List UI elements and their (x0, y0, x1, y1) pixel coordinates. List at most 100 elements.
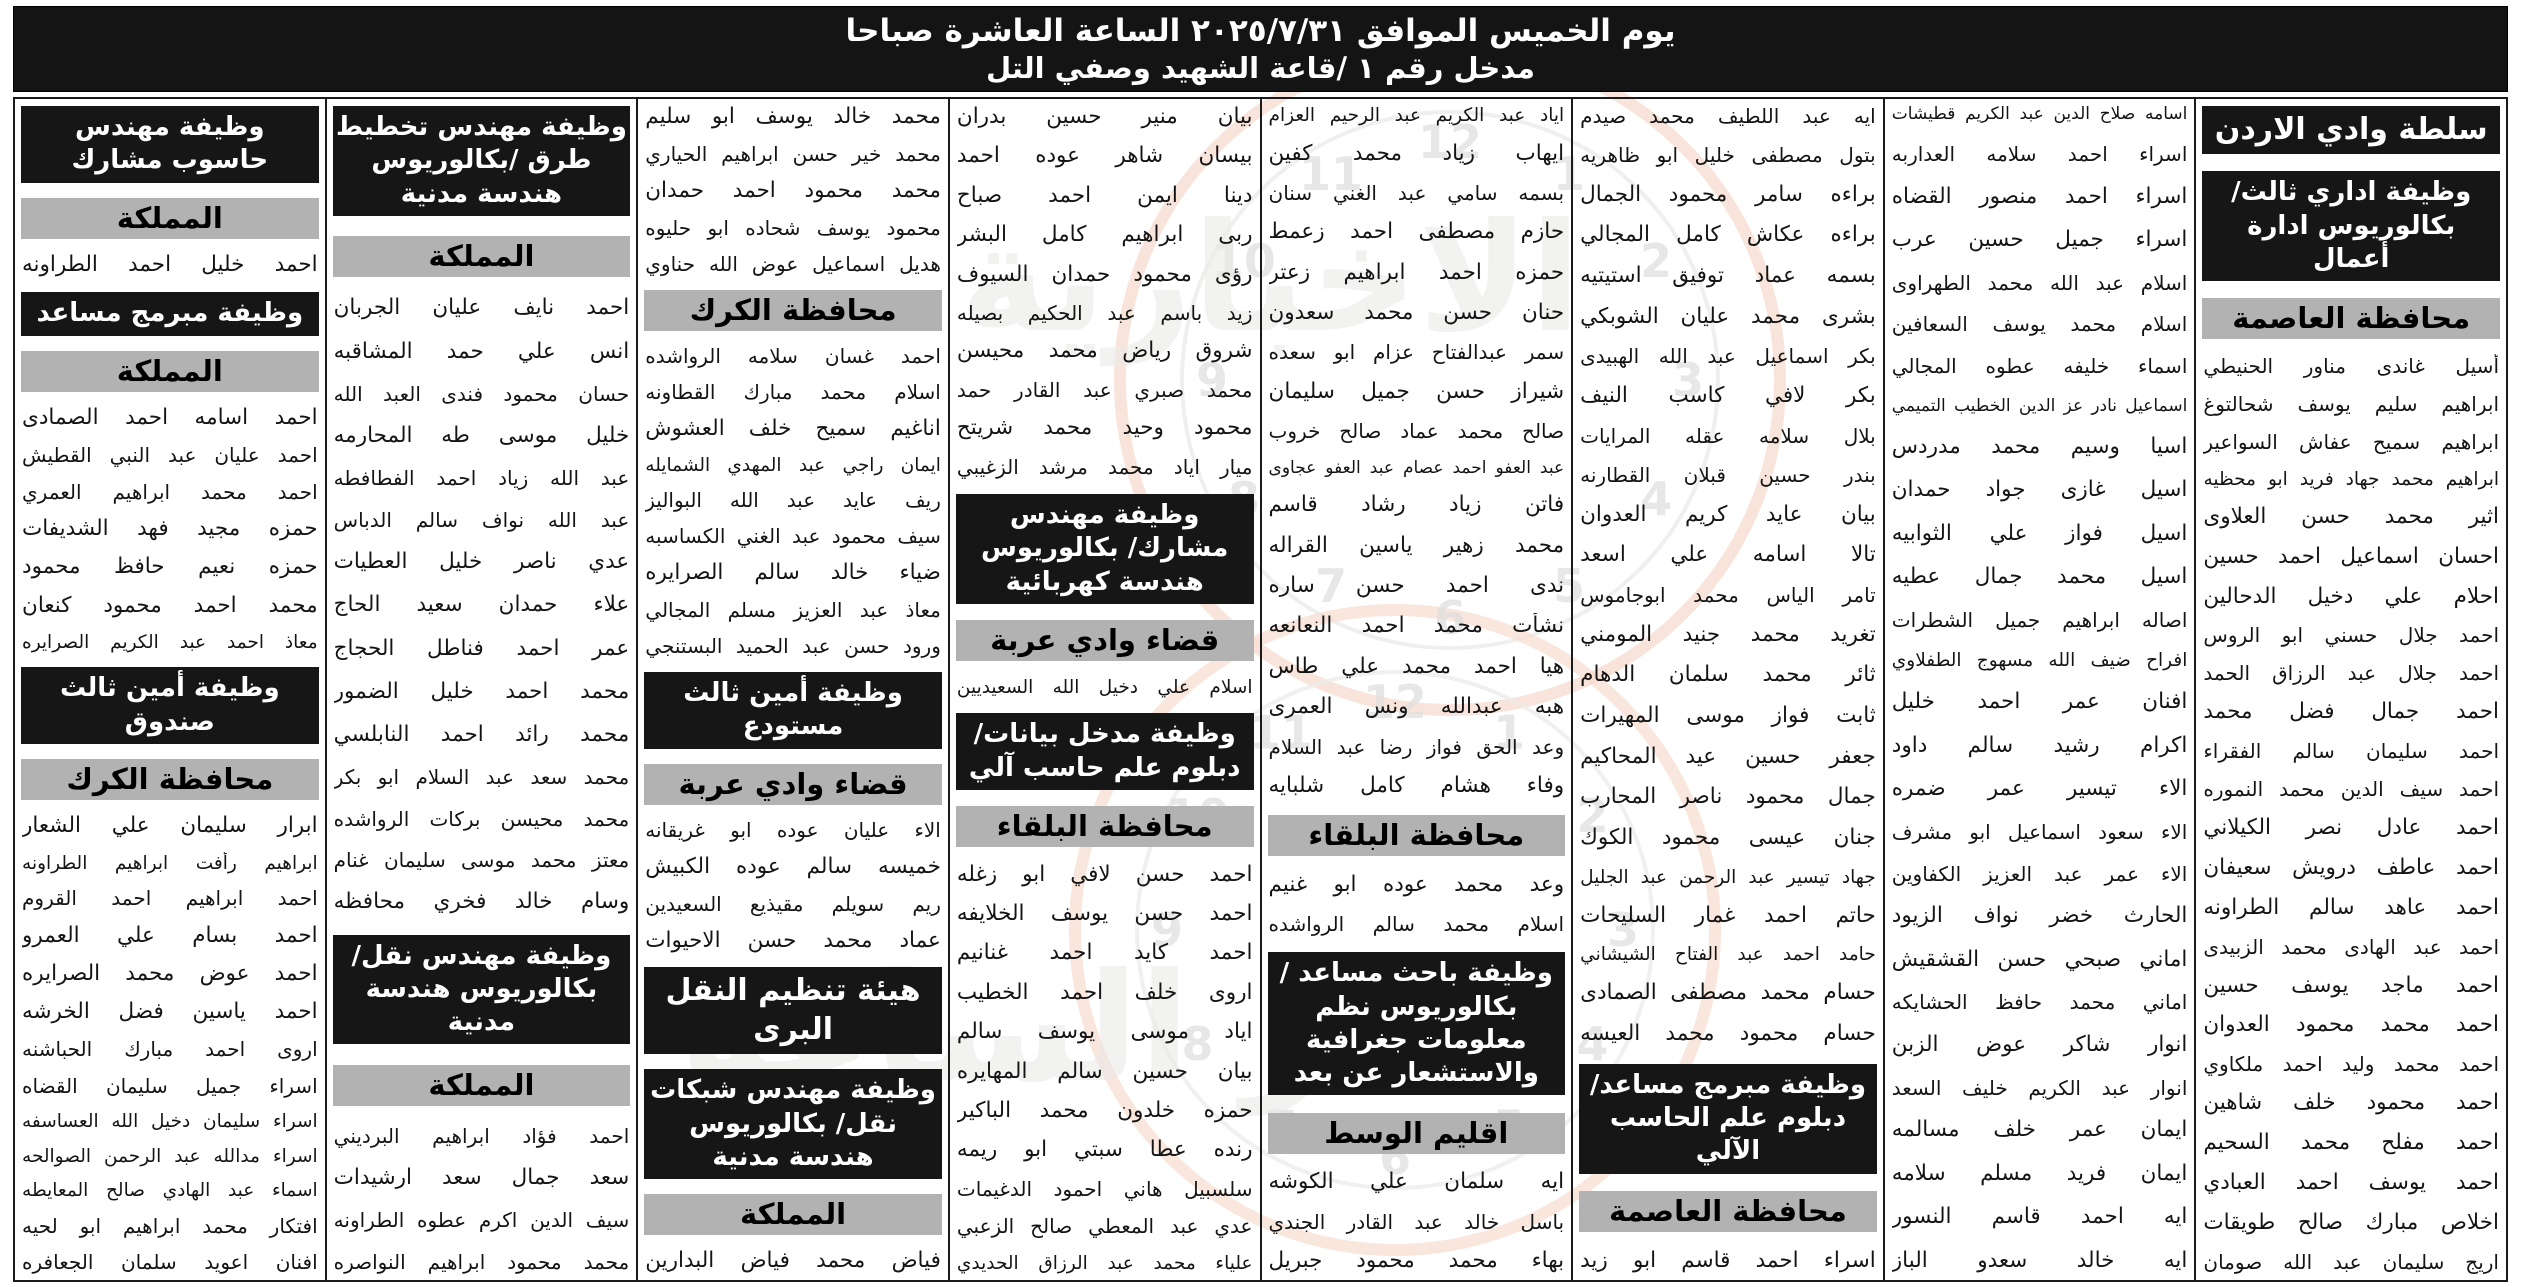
name-word: سعد (442, 1165, 482, 1191)
name-word: بدران (956, 104, 1007, 129)
name-word: مرشد (1038, 454, 1088, 479)
name-word: غنيم (1268, 871, 1308, 897)
name-word: عبد (2101, 1075, 2131, 1100)
name-word: المهدي (727, 454, 782, 476)
name-word: كامل (1041, 222, 1087, 248)
name-word: ابو (79, 1213, 102, 1238)
name-word: ابو (707, 215, 729, 240)
name-word: احمد (274, 922, 318, 948)
name-word: رأفت (195, 852, 237, 874)
name-word: عاهد (2384, 894, 2427, 920)
name-word: عز (2063, 395, 2084, 416)
name-row: احمد عبد الهادى محمد الزبيدى (2203, 935, 2499, 960)
name-word: الروس (2203, 623, 2261, 648)
name-row: جنان عيسى محمود الكوك (1580, 825, 1876, 852)
name-word: باسل (1520, 1209, 1565, 1234)
name-row: هبه عبدالله ونس العمرى (1269, 694, 1565, 721)
name-word: السعد (1891, 1075, 1942, 1100)
name-word: بيان (1840, 501, 1876, 527)
name-row: حاتم احمد غمار السليحات (1580, 903, 1876, 930)
name-word: عطوه (1985, 354, 2035, 379)
name-word: محمد (1352, 140, 1403, 166)
name-word: سيف (2399, 777, 2444, 802)
name-word: يوسف (1037, 1019, 1096, 1045)
name-word: احمد (125, 405, 169, 431)
name-word: سعيفان (2203, 854, 2272, 880)
name-word: ضياء (899, 560, 941, 586)
name-word: الدهام (1580, 662, 1636, 688)
name-row: احمد فؤاد ابراهيم البرديني (334, 1124, 630, 1149)
name-word: سعدو (1977, 1247, 2028, 1273)
name-row: اسراء احمد منصور القضاه (1892, 184, 2188, 211)
session-datetime: يوم الخميس الموافق ٢٠٢٥/٧/٣١ الساعة العا… (845, 13, 1676, 49)
name-word: الباز (1891, 1247, 1928, 1273)
name-word: فواز (2065, 520, 2103, 546)
name-row: اسلام محمد مبارك القطاونه (645, 380, 941, 405)
name-word: علي (1989, 520, 2028, 546)
region-header: قضاء وادي عربة (955, 620, 1254, 662)
name-word: عفاش (2299, 429, 2352, 454)
name-row: انس علي حمد المشاقبه (334, 339, 630, 366)
name-word: المشاقبه (333, 338, 413, 364)
name-word: ايه (1853, 104, 1876, 128)
name-word: محمد (2057, 564, 2107, 590)
name-word: خالد (830, 560, 869, 586)
name-word: البدارين (645, 1248, 715, 1273)
name-word: اسراء (269, 1073, 318, 1098)
name-word: بيسان (1198, 143, 1253, 169)
name-row: ايه عبد اللطيف محمد صيدم (1580, 104, 1876, 129)
name-word: افتكار (269, 1213, 318, 1238)
name-word: اسامه (2145, 104, 2188, 124)
name-row: احمد حسن لافي ابو زغله (957, 862, 1253, 889)
name-word: الاء (2161, 861, 2188, 886)
name-word: ضيف (2090, 650, 2131, 672)
name-row: اسراء سليمان دخيل الله العساسفه (22, 1110, 318, 1133)
name-row: بكر لافي كاسب النيف (1580, 383, 1876, 410)
name-word: ابراهيم (2062, 607, 2120, 632)
name-word: نصر (2305, 815, 2343, 841)
name-word: حافظ (114, 554, 165, 580)
name-word: الغني (1332, 180, 1377, 205)
name-word: نشأت (1512, 613, 1565, 639)
name-word: خالد (1464, 1209, 1500, 1234)
name-word: مقيذيع (749, 891, 804, 916)
name-word: بتول (1839, 142, 1876, 167)
name-row: احسان اسماعيل احمد حسين (2203, 544, 2499, 571)
name-word: بكر (333, 765, 362, 790)
name-word: سالم (754, 560, 800, 586)
name-word: احمد (1048, 182, 1092, 208)
name-word: اكرم (478, 1208, 518, 1233)
name-word: ريم (912, 891, 941, 916)
name-word: عوض (1976, 1032, 2027, 1058)
name-word: السواعير (2203, 429, 2278, 454)
name-word: المعايطه (22, 1180, 89, 1202)
name-word: الشوبكي (1580, 303, 1659, 329)
name-word: سالم (1967, 732, 2014, 758)
name-word: محمد (2279, 777, 2325, 802)
name-word: السحيم (2203, 1130, 2270, 1156)
name-word: المومني (1580, 621, 1653, 647)
name-word: الطراونه (333, 1208, 405, 1233)
name-word: الثوابيه (1891, 520, 1952, 546)
name-word: احمد (1361, 613, 1405, 639)
column-2: اسامه صلاح الدين عبد الكريم قطيشات اسراء احمد سل… (1882, 99, 2195, 1280)
name-row: ثائر محمد سلمان الدهام (1580, 662, 1876, 689)
name-word: محمود (22, 554, 81, 580)
name-word: محمد (1043, 415, 1093, 441)
name-word: مدالله (213, 1145, 260, 1167)
name-word: الحميد (735, 634, 789, 659)
name-word: خير (851, 141, 882, 166)
name-word: عبد (1107, 1252, 1134, 1274)
name-word: حناوي (645, 251, 696, 276)
name-word: عبد (1397, 180, 1427, 205)
name-word: وعد (1532, 734, 1565, 759)
name-word: خلف (1134, 979, 1178, 1005)
name-word: النعانعه (1268, 613, 1333, 639)
name-word: فهد (137, 516, 169, 542)
name-word: عكاش (1746, 222, 1805, 248)
name-word: الحباشنه (22, 1037, 93, 1062)
name-word: احمد (2456, 854, 2499, 880)
name-word: احمد (1438, 259, 1482, 285)
name-word: هاني (1123, 1176, 1163, 1201)
name-word: المحارب (1580, 784, 1657, 810)
